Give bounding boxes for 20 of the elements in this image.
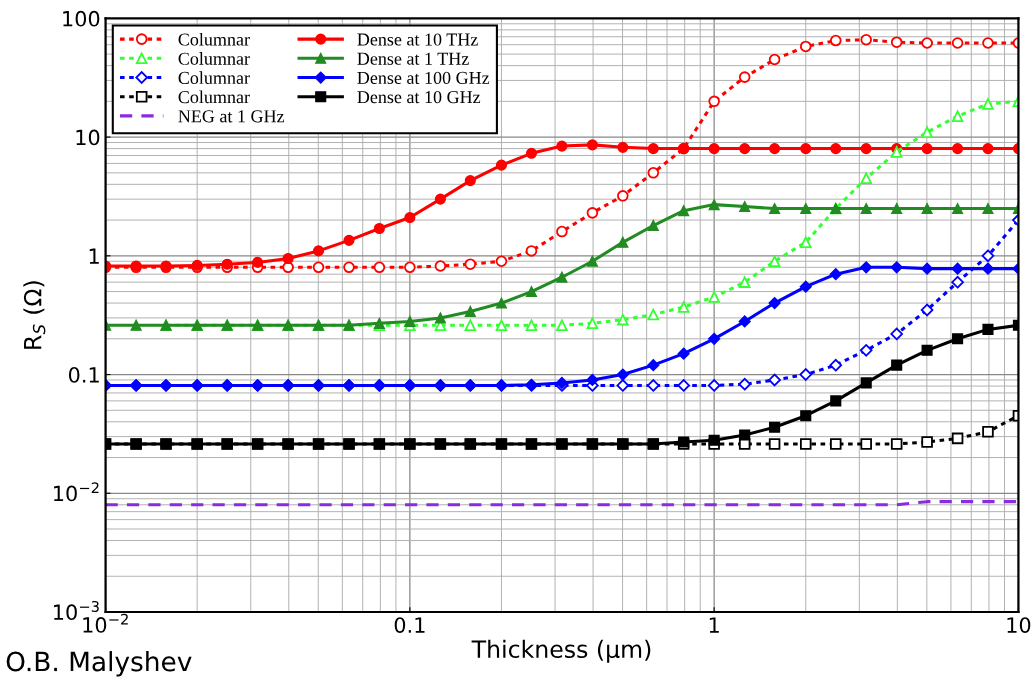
y-tick-label: 100 [63, 10, 100, 27]
legend-label: Columnar [178, 71, 250, 85]
x-axis-title: Thickness (μm) [471, 639, 651, 663]
legend-label: Columnar [178, 32, 250, 46]
y-tick-label: 1 [89, 248, 99, 264]
legend-label: Dense at 1 THz [357, 52, 469, 65]
text: O.B. Malyshev [6, 651, 192, 677]
legend-label: Columnar [178, 52, 250, 65]
legend-label: Dense at 100 GHz [357, 71, 490, 85]
legend-label: Dense at 10 GHz [357, 91, 481, 104]
legend-label: Dense at 10 THz [357, 33, 478, 46]
x-tick-label: 0.1 [394, 617, 425, 633]
y-tick-label: 0.1 [68, 367, 99, 383]
legend-label: NEG at 1 GHz [178, 110, 285, 123]
y-tick-label: 10 [76, 129, 100, 146]
x-tick-label: 10 [1007, 617, 1031, 633]
x-tick-label: 1 [709, 617, 719, 633]
legend-label: Columnar [178, 90, 250, 104]
y-tick-label: 10$^{−2}$ [54, 482, 99, 502]
y-axis-title: R$_{S}$ (Ω) [23, 281, 46, 349]
